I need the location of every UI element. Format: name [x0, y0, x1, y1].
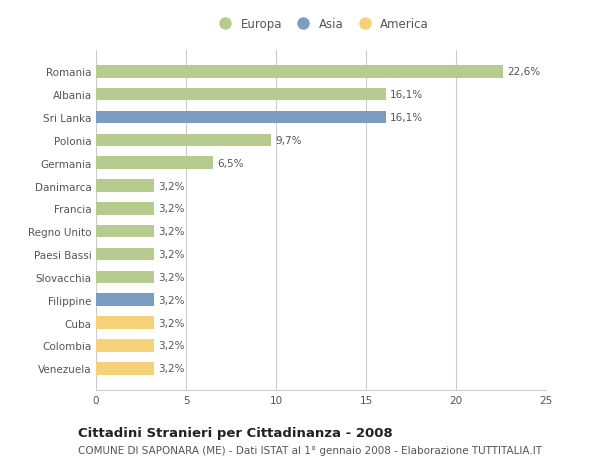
Text: 6,5%: 6,5% [218, 158, 244, 168]
Bar [96, 180, 154, 192]
Bar [96, 203, 154, 215]
Bar [96, 271, 154, 284]
Bar [96, 339, 154, 352]
Text: 16,1%: 16,1% [391, 113, 424, 123]
Text: 3,2%: 3,2% [158, 295, 185, 305]
Text: 3,2%: 3,2% [158, 227, 185, 237]
Bar [96, 225, 154, 238]
Text: 3,2%: 3,2% [158, 250, 185, 259]
Bar [96, 89, 386, 101]
Bar [96, 248, 154, 261]
Text: 3,2%: 3,2% [158, 364, 185, 374]
Text: 9,7%: 9,7% [275, 135, 302, 146]
Text: 16,1%: 16,1% [391, 90, 424, 100]
Text: 22,6%: 22,6% [508, 67, 541, 77]
Bar [96, 112, 386, 124]
Text: COMUNE DI SAPONARA (ME) - Dati ISTAT al 1° gennaio 2008 - Elaborazione TUTTITALI: COMUNE DI SAPONARA (ME) - Dati ISTAT al … [78, 445, 542, 455]
Text: 3,2%: 3,2% [158, 272, 185, 282]
Bar [96, 134, 271, 147]
Bar [96, 294, 154, 306]
Text: 3,2%: 3,2% [158, 204, 185, 214]
Bar [96, 317, 154, 329]
Bar [96, 66, 503, 78]
Text: Cittadini Stranieri per Cittadinanza - 2008: Cittadini Stranieri per Cittadinanza - 2… [78, 426, 393, 439]
Text: 3,2%: 3,2% [158, 181, 185, 191]
Text: 3,2%: 3,2% [158, 318, 185, 328]
Bar [96, 362, 154, 375]
Legend: Europa, Asia, America: Europa, Asia, America [211, 16, 431, 34]
Text: 3,2%: 3,2% [158, 341, 185, 351]
Bar [96, 157, 213, 170]
